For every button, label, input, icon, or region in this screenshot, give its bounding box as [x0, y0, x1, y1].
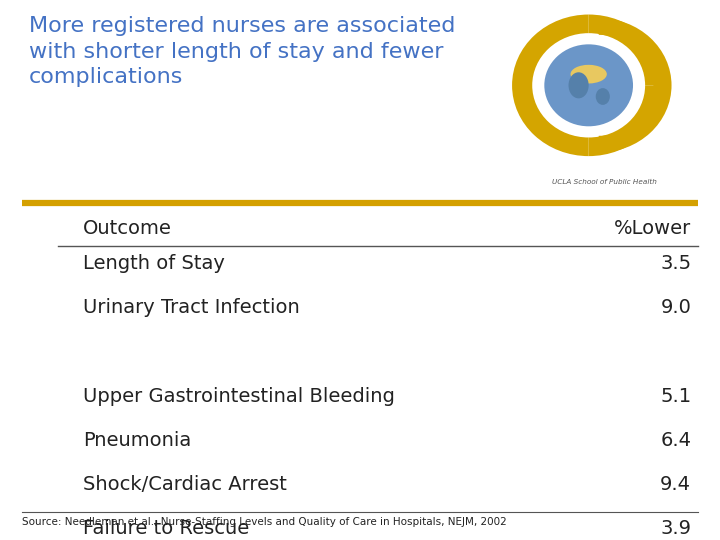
Text: Urinary Tract Infection: Urinary Tract Infection [83, 298, 300, 317]
Text: %Lower: %Lower [614, 219, 691, 238]
Text: More registered nurses are associated
with shorter length of stay and fewer
comp: More registered nurses are associated wi… [29, 16, 455, 87]
Text: Length of Stay: Length of Stay [83, 254, 225, 273]
Circle shape [544, 44, 633, 126]
Text: 3.9: 3.9 [660, 519, 691, 538]
Text: 9.4: 9.4 [660, 475, 691, 494]
Ellipse shape [595, 88, 610, 105]
Text: Source: Needleman et al., Nurse-Staffing Levels and Quality of Care in Hospitals: Source: Needleman et al., Nurse-Staffing… [22, 517, 506, 528]
Text: 6.4: 6.4 [660, 431, 691, 450]
Text: UCLA School of Public Health: UCLA School of Public Health [552, 179, 657, 185]
Wedge shape [589, 15, 665, 85]
Wedge shape [599, 18, 672, 153]
Text: Outcome: Outcome [83, 219, 171, 238]
Text: Upper Gastrointestinal Bleeding: Upper Gastrointestinal Bleeding [83, 387, 395, 406]
Text: 9.0: 9.0 [660, 298, 691, 317]
Text: Pneumonia: Pneumonia [83, 431, 191, 450]
Ellipse shape [570, 65, 607, 84]
Wedge shape [512, 15, 589, 156]
Wedge shape [589, 85, 665, 156]
Ellipse shape [569, 72, 589, 98]
Text: Failure to Rescue: Failure to Rescue [83, 519, 249, 538]
Text: 3.5: 3.5 [660, 254, 691, 273]
Text: Shock/Cardiac Arrest: Shock/Cardiac Arrest [83, 475, 287, 494]
Text: 5.1: 5.1 [660, 387, 691, 406]
